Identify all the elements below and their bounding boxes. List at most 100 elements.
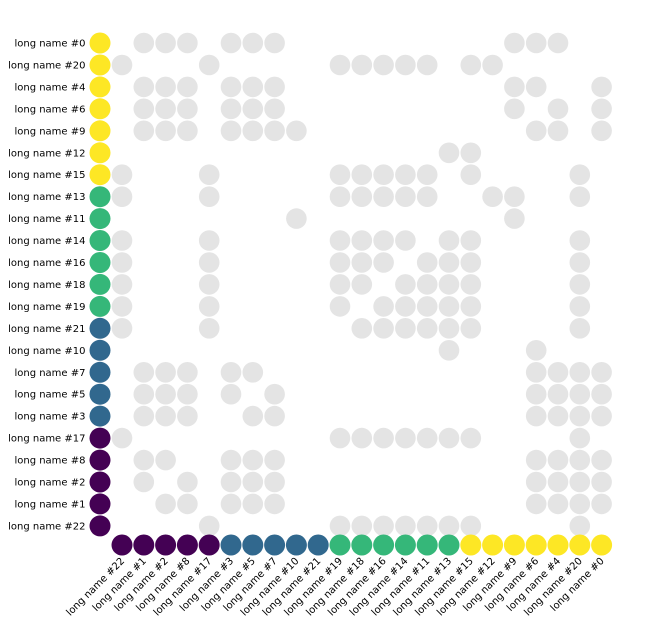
matrix-dot [547,362,569,383]
row-label: long name #15 [8,170,85,181]
row-label: long name #6 [14,104,85,115]
matrix-dot [198,296,220,317]
matrix-dot [525,340,547,361]
matrix-dot [569,296,591,317]
matrix-dot [569,405,591,427]
matrix-dot [591,471,612,493]
matrix-dot [373,427,394,449]
matrix-dot [111,164,133,185]
matrix-dot [198,230,220,251]
matrix-dot [329,230,351,251]
row-group-dot [89,120,111,142]
matrix-dot [395,318,416,339]
matrix-dot [111,296,133,317]
matrix-dot [591,405,612,427]
matrix-dot [525,449,547,471]
matrix-dot [177,493,198,515]
row-label: long name #20 [8,60,85,71]
matrix-dot [351,427,373,449]
matrix-dot [591,76,612,98]
matrix-dot [547,98,569,120]
matrix-dot [569,362,591,383]
matrix-dot [460,515,482,537]
column-group-dot [503,534,525,556]
matrix-dot [286,120,307,142]
row-group-dot [89,208,111,230]
matrix-dot [198,54,220,76]
matrix-dot [242,120,264,142]
matrix-dot [591,120,612,142]
matrix-dot [547,471,569,493]
row-label: long name #2 [14,478,85,489]
matrix-dot [438,252,460,273]
row-group-dot [89,427,111,449]
matrix-dot [416,186,438,207]
row-group-dot [89,54,111,76]
matrix-dot [242,98,264,120]
row-group-dot [89,361,111,383]
matrix-dot [155,98,176,120]
matrix-dot [569,493,591,515]
matrix-dot [198,318,220,339]
matrix-dot [220,362,242,383]
row-group-dot [89,493,111,515]
matrix-dot [416,252,438,273]
matrix-dot [351,318,373,339]
matrix-dot [264,120,285,142]
matrix-dot [525,493,547,515]
matrix-dot [569,318,591,339]
matrix-dot [242,76,264,98]
row-group-dot [89,252,111,273]
matrix-dot [460,142,482,164]
column-group-dot [133,534,155,556]
matrix-dot [220,32,242,54]
matrix-dot [220,383,242,405]
matrix-dot [416,318,438,339]
row-group-dot [89,32,111,54]
matrix-dot [220,471,242,493]
column-group-dot [373,534,395,556]
matrix-dot [155,405,176,427]
matrix-dot [395,54,416,76]
column-group-dot [176,534,198,556]
matrix-dot [395,164,416,185]
matrix-dot [264,32,285,54]
row-label: long name #0 [14,39,85,50]
matrix-dot [547,449,569,471]
row-label: long name #11 [8,214,85,225]
column-group-dot [351,534,373,556]
background-dots [111,32,612,537]
matrix-dot [569,383,591,405]
matrix-dot [460,318,482,339]
column-group-dot [416,534,438,556]
row-label: long name #16 [8,258,85,269]
matrix-dot [329,54,351,76]
matrix-dot [155,383,176,405]
matrix-dot [133,449,155,471]
row-label: long name #10 [8,346,85,357]
matrix-dot [569,449,591,471]
column-group-dot [329,534,351,556]
matrix-dot [242,493,264,515]
matrix-dot [569,252,591,273]
matrix-dot [438,340,460,361]
matrix-dot [264,405,285,427]
matrix-dot [220,493,242,515]
matrix-dot [591,383,612,405]
matrix-dot [264,493,285,515]
row-label: long name #1 [14,499,85,510]
matrix-dot [177,362,198,383]
matrix-dot [438,515,460,537]
matrix-dot [264,98,285,120]
matrix-dot [351,164,373,185]
matrix-dot [177,383,198,405]
matrix-dot [591,362,612,383]
column-group-dot [482,534,504,556]
matrix-dot [373,296,394,317]
column-group-dot [547,534,569,556]
matrix-dot [504,32,525,54]
row-label: long name #19 [8,302,85,313]
matrix-dot [133,32,155,54]
matrix-dot [525,362,547,383]
